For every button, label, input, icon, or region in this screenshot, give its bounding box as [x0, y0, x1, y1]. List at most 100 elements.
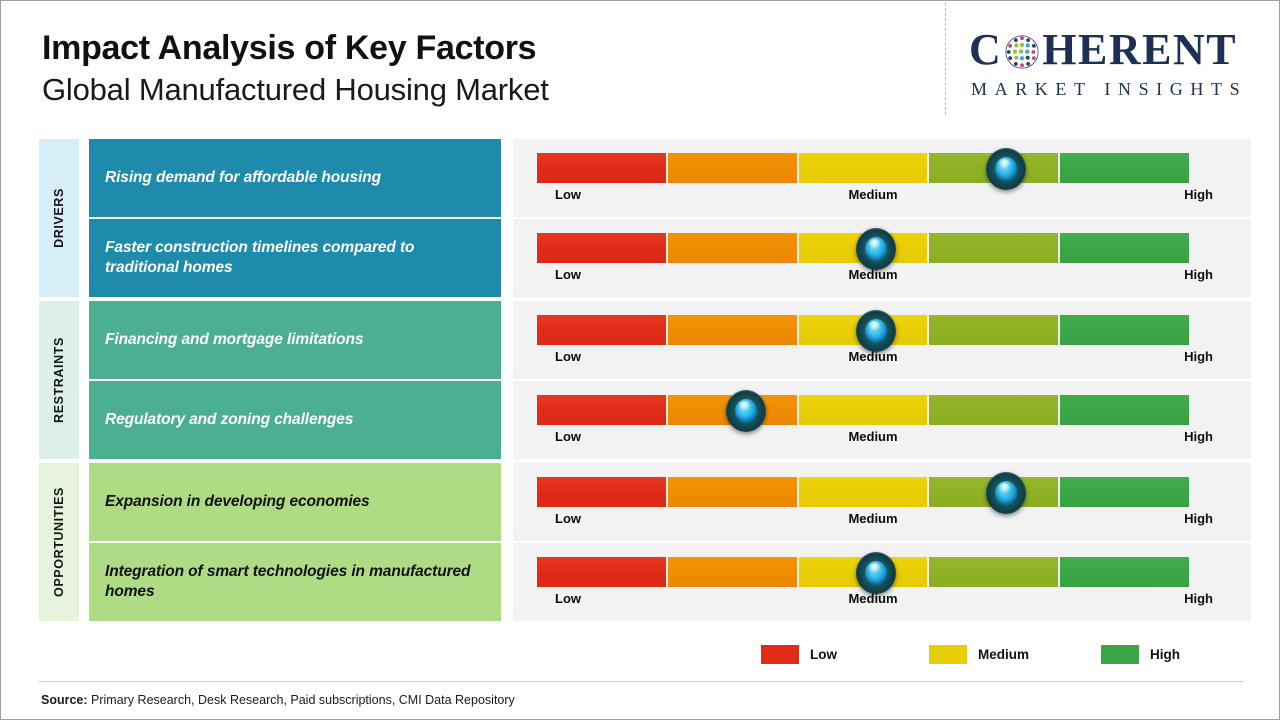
- factor-box[interactable]: Integration of smart technologies in man…: [89, 543, 501, 621]
- gauge-marker-icon[interactable]: [986, 472, 1027, 514]
- scale-label-low: Low: [555, 429, 581, 444]
- gauge-segment-4: [929, 557, 1059, 587]
- gauge-segment-4: [929, 233, 1059, 263]
- gauge-track: [537, 395, 1189, 425]
- gauge-track: [537, 477, 1189, 507]
- factor-box[interactable]: Rising demand for affordable housing: [89, 139, 501, 217]
- scale-label-low: Low: [555, 349, 581, 364]
- impact-gauge[interactable]: Low Medium High: [513, 381, 1251, 459]
- gauge-track: [537, 557, 1189, 587]
- gauge-segment-4: [929, 395, 1059, 425]
- gauge-track: [537, 153, 1189, 183]
- scale-label-high: High: [1184, 267, 1213, 282]
- impact-gauge[interactable]: Low Medium High: [513, 301, 1251, 379]
- gauge-scale: Low Medium High: [537, 591, 1213, 611]
- factor-label: Expansion in developing economies: [105, 493, 370, 511]
- category-band-drivers: DRIVERS: [39, 139, 79, 297]
- category-band-opportunities: OPPORTUNITIES: [39, 463, 79, 621]
- impact-gauge[interactable]: Low Medium High: [513, 543, 1251, 621]
- factor-label: Integration of smart technologies in man…: [105, 563, 471, 600]
- gauge-marker-icon[interactable]: [856, 228, 897, 270]
- gauge-segment-2: [667, 477, 797, 507]
- gauge-segment-2: [667, 557, 797, 587]
- gauge-segment-2: [667, 233, 797, 263]
- footer-divider: [39, 681, 1243, 682]
- gauge-scale: Low Medium High: [537, 511, 1213, 531]
- scale-label-high: High: [1184, 349, 1213, 364]
- gauge-segment-3: [798, 153, 928, 183]
- legend-item-low: Low: [761, 645, 837, 664]
- legend-swatch: [1101, 645, 1139, 664]
- legend: Low Medium High: [761, 645, 1191, 671]
- impact-gauge[interactable]: Low Medium High: [513, 139, 1251, 217]
- category-label: DRIVERS: [52, 188, 66, 248]
- legend-item-medium: Medium: [929, 645, 1029, 664]
- gauge-marker-icon[interactable]: [986, 148, 1027, 190]
- gauge-track: [537, 233, 1189, 263]
- source-label: Source:: [41, 693, 88, 707]
- scale-label-low: Low: [555, 267, 581, 282]
- logo-divider: [945, 3, 946, 115]
- factor-box[interactable]: Expansion in developing economies: [89, 463, 501, 541]
- logo-wordmark: C: [969, 27, 1265, 73]
- gauge-segment-2: [667, 315, 797, 345]
- gauge-segment-1: [537, 153, 666, 183]
- title-block: Impact Analysis of Key Factors Global Ma…: [42, 29, 549, 109]
- gauge-segment-1: [537, 477, 666, 507]
- legend-label: High: [1150, 647, 1180, 662]
- factor-label: Rising demand for affordable housing: [105, 169, 381, 187]
- gauge-segment-5: [1060, 233, 1189, 263]
- source-text: Primary Research, Desk Research, Paid su…: [87, 693, 515, 707]
- scale-label-low: Low: [555, 591, 581, 606]
- page-subtitle: Global Manufactured Housing Market: [42, 72, 549, 108]
- scale-label-low: Low: [555, 511, 581, 526]
- scale-label-low: Low: [555, 187, 581, 202]
- logo-brand-rest: HERENT: [1042, 25, 1238, 74]
- gauge-segment-3: [798, 477, 928, 507]
- gauge-segment-1: [537, 315, 666, 345]
- scale-label-high: High: [1184, 511, 1213, 526]
- impact-gauge[interactable]: Low Medium High: [513, 463, 1251, 541]
- scale-label-medium: Medium: [848, 511, 898, 526]
- factor-label: Financing and mortgage limitations: [105, 331, 364, 349]
- scale-label-high: High: [1184, 591, 1213, 606]
- page-title: Impact Analysis of Key Factors: [42, 29, 537, 67]
- gauge-segment-5: [1060, 153, 1189, 183]
- impact-gauge[interactable]: Low Medium High: [513, 219, 1251, 297]
- legend-swatch: [761, 645, 799, 664]
- factor-box[interactable]: Regulatory and zoning challenges: [89, 381, 501, 459]
- category-band-restraints: RESTRAINTS: [39, 301, 79, 459]
- factor-label: Faster construction timelines compared t…: [105, 239, 415, 276]
- logo-tagline: MARKET INSIGHTS: [971, 79, 1248, 99]
- gauge-segment-4: [929, 315, 1059, 345]
- factor-box[interactable]: Financing and mortgage limitations: [89, 301, 501, 379]
- legend-label: Low: [810, 647, 837, 662]
- gauge-segment-1: [537, 233, 666, 263]
- gauge-scale: Low Medium High: [537, 267, 1213, 287]
- gauge-scale: Low Medium High: [537, 187, 1213, 207]
- gauge-marker-icon[interactable]: [856, 552, 897, 594]
- gauge-segment-5: [1060, 477, 1189, 507]
- gauge-scale: Low Medium High: [537, 349, 1213, 369]
- company-logo: C: [969, 27, 1265, 100]
- gauge-marker-icon[interactable]: [725, 390, 766, 432]
- scale-label-medium: Medium: [848, 349, 898, 364]
- gauge-segment-5: [1060, 315, 1189, 345]
- scale-label-medium: Medium: [848, 591, 898, 606]
- scale-label-medium: Medium: [848, 429, 898, 444]
- factor-box[interactable]: Faster construction timelines compared t…: [89, 219, 501, 297]
- factor-label: Regulatory and zoning challenges: [105, 411, 354, 429]
- scale-label-medium: Medium: [848, 267, 898, 282]
- header: Impact Analysis of Key Factors Global Ma…: [1, 1, 1279, 131]
- category-label: RESTRAINTS: [52, 337, 66, 423]
- gauge-marker-icon[interactable]: [856, 310, 897, 352]
- gauge-segment-2: [667, 153, 797, 183]
- gauge-segment-5: [1060, 557, 1189, 587]
- category-label: OPPORTUNITIES: [52, 487, 66, 597]
- legend-swatch: [929, 645, 967, 664]
- gauge-segment-3: [798, 395, 928, 425]
- legend-item-high: High: [1101, 645, 1180, 664]
- scale-label-high: High: [1184, 187, 1213, 202]
- gauge-segment-1: [537, 557, 666, 587]
